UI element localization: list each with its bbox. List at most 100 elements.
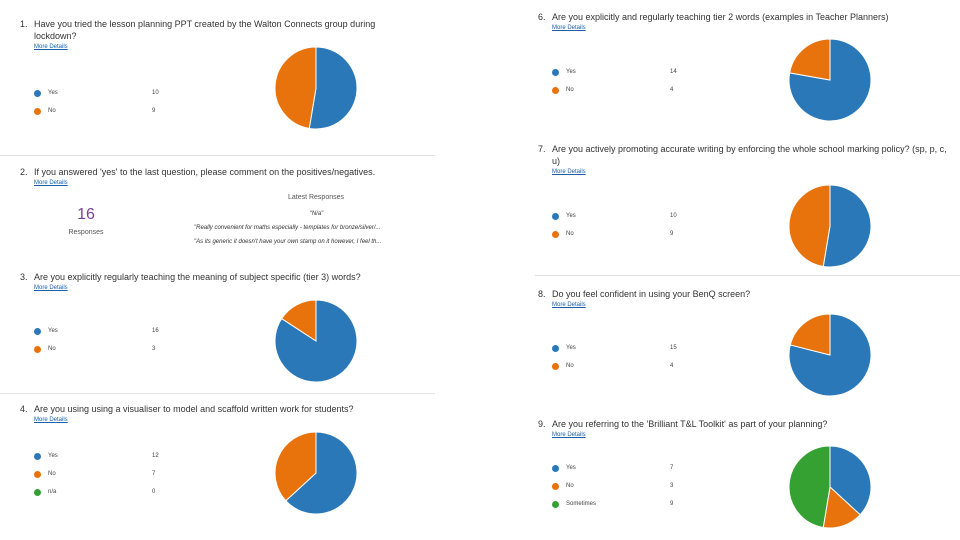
question-title: Are you using using a visualiser to mode… xyxy=(34,404,354,414)
question: 2. If you answered 'yes' to the last ques… xyxy=(20,166,430,186)
more-details[interactable]: More Details xyxy=(552,169,586,175)
legend-dot xyxy=(552,483,559,490)
legend-label: Yes xyxy=(566,213,576,219)
question-header: 1. Have you tried the lesson planning PPT… xyxy=(20,18,410,42)
legend-label: Yes xyxy=(566,465,576,471)
legend-label: Yes xyxy=(48,90,58,96)
legend-label: No xyxy=(566,87,574,93)
divider xyxy=(535,275,960,276)
question-number: 3. xyxy=(20,272,28,282)
legend-dot xyxy=(552,363,559,370)
legend-dot xyxy=(552,213,559,220)
pie-slice xyxy=(789,313,831,356)
pie-slice xyxy=(274,46,317,130)
legend-dot xyxy=(34,108,41,115)
pie-slice xyxy=(789,38,831,81)
response: "Really convenient for maths especially … xyxy=(194,225,381,231)
question: 9. Are you referring to the 'Brilliant T&… xyxy=(538,418,938,438)
question: 3. Are you explicitly regularly teaching … xyxy=(20,271,420,291)
pie-slice xyxy=(829,445,872,516)
legend-dot xyxy=(552,69,559,76)
question-title: Have you tried the lesson planning PPT c… xyxy=(34,19,376,41)
legend-value: 15 xyxy=(670,345,677,351)
divider xyxy=(0,393,435,394)
legend-dot xyxy=(34,346,41,353)
legend-value: 3 xyxy=(670,483,674,489)
legend-label: No xyxy=(566,483,574,489)
legend-dot xyxy=(34,90,41,97)
pie-slice xyxy=(285,431,358,515)
question-number: 4. xyxy=(20,404,28,414)
legend-dot xyxy=(552,87,559,94)
pie-slice xyxy=(788,184,831,268)
legend-value: 9 xyxy=(670,231,674,237)
question-title: Do you feel confident in using your BenQ… xyxy=(552,289,751,299)
more-details[interactable]: More Details xyxy=(552,432,586,438)
legend-dot xyxy=(552,465,559,472)
pie-slice xyxy=(274,431,317,502)
question-header: 6. Are you explicitly and regularly teach… xyxy=(538,11,938,23)
question: 6. Are you explicitly and regularly teach… xyxy=(538,11,938,31)
question: 8. Do you feel confident in using your Be… xyxy=(538,288,938,308)
question-number: 7. xyxy=(538,144,546,154)
legend-value: 12 xyxy=(152,453,159,459)
more-details[interactable]: More Details xyxy=(552,302,586,308)
legend-label: Yes xyxy=(48,328,58,334)
legend-value: 7 xyxy=(152,471,156,477)
legend-dot xyxy=(552,231,559,238)
legend-dot xyxy=(34,328,41,335)
more-details[interactable]: More Details xyxy=(34,285,68,291)
question-title: Are you referring to the 'Brilliant T&L … xyxy=(552,419,828,429)
pie-slice xyxy=(280,299,317,342)
legend-label: Yes xyxy=(48,453,58,459)
response-count: 16 xyxy=(77,206,95,223)
legend-value: 10 xyxy=(152,90,159,96)
question-number: 1. xyxy=(20,19,28,29)
more-details[interactable]: More Details xyxy=(34,417,68,423)
legend-value: 0 xyxy=(152,489,156,495)
question-header: 7. Are you actively promoting accurate wr… xyxy=(538,143,948,167)
question-title: Are you explicitly and regularly teachin… xyxy=(552,12,889,22)
latest-label: Latest Responses xyxy=(287,194,345,201)
legend-value: 7 xyxy=(670,465,674,471)
legend-value: 14 xyxy=(670,69,677,75)
question-header: 8. Do you feel confident in using your Be… xyxy=(538,288,938,300)
question-number: 2. xyxy=(20,167,28,177)
legend-value: 9 xyxy=(152,108,156,114)
pie-slice xyxy=(788,313,872,397)
more-details[interactable]: More Details xyxy=(34,180,68,186)
legend-label: n/a xyxy=(48,489,57,495)
responses: "N/a" "Really convenient for maths especi… xyxy=(194,207,439,249)
more-details[interactable]: More Details xyxy=(552,25,586,31)
question: 1. Have you tried the lesson planning PPT… xyxy=(20,18,410,50)
legend-label: No xyxy=(566,363,574,369)
legend-label: Yes xyxy=(566,345,576,351)
pie-slice xyxy=(822,184,872,268)
legend-label: No xyxy=(566,231,574,237)
legend-value: 10 xyxy=(670,213,677,219)
divider xyxy=(0,155,435,156)
legend-value: 3 xyxy=(152,346,156,352)
more-details[interactable]: More Details xyxy=(34,44,68,50)
legend-label: Yes xyxy=(566,69,576,75)
response: "N/a" xyxy=(309,211,324,217)
legend-value: 4 xyxy=(670,87,674,93)
legend-label: No xyxy=(48,346,56,352)
question-title: Are you explicitly regularly teaching th… xyxy=(34,272,361,282)
legend-value: 9 xyxy=(670,501,674,507)
legend-label: No xyxy=(48,471,56,477)
question-number: 9. xyxy=(538,419,546,429)
pie-slice xyxy=(308,46,358,130)
response-count-label: Responses xyxy=(68,229,104,236)
legend-dot xyxy=(34,489,41,496)
legend-label: Sometimes xyxy=(566,501,597,507)
legend-label: No xyxy=(48,108,56,114)
legend-dot xyxy=(34,453,41,460)
question-title: Are you actively promoting accurate writ… xyxy=(552,144,947,166)
question-number: 6. xyxy=(538,12,546,22)
legend-dot xyxy=(552,345,559,352)
question-header: 9. Are you referring to the 'Brilliant T&… xyxy=(538,418,938,430)
question-title: If you answered 'yes' to the last questi… xyxy=(34,167,376,177)
